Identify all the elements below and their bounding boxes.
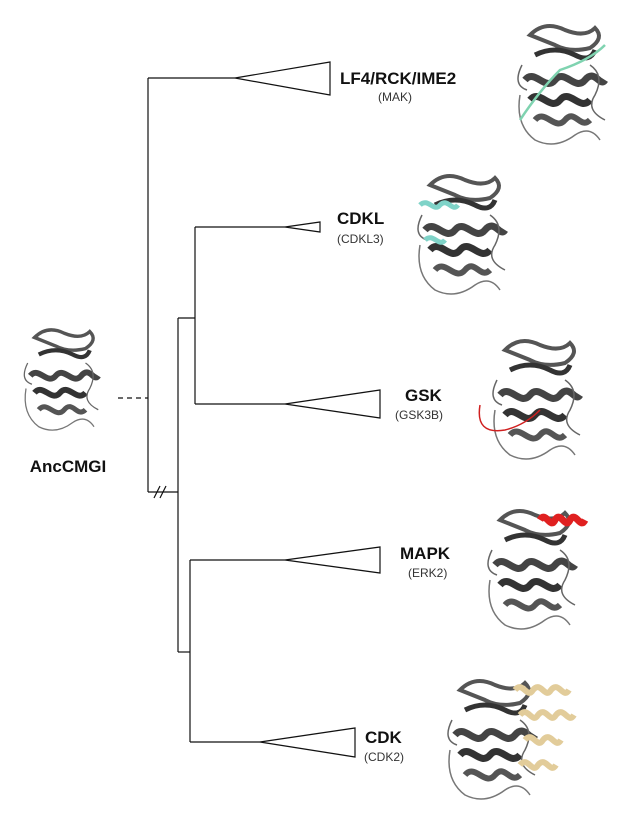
clade-label: GSK — [405, 386, 443, 405]
clade-triangle — [234, 61, 331, 96]
clade-triangle — [284, 221, 321, 233]
clade-label: CDK — [365, 728, 403, 747]
clade-label: CDKL — [337, 209, 384, 228]
labels: AncCMGI LF4/RCK/IME2 (MAK) CDKL (CDKL3) … — [30, 69, 456, 764]
clade-sublabel: (CDKL3) — [337, 232, 384, 246]
clade-sublabel: (ERK2) — [408, 566, 447, 580]
clade-label: LF4/RCK/IME2 — [340, 69, 456, 88]
clade-label: MAPK — [400, 544, 451, 563]
clade-sublabel: (MAK) — [378, 90, 412, 104]
protein-structure — [24, 330, 98, 430]
clade-triangle — [284, 389, 381, 419]
protein-structure — [448, 681, 535, 799]
protein-structure — [518, 26, 605, 144]
clade-triangle — [284, 546, 381, 574]
clade-triangle — [259, 727, 356, 758]
highlight — [418, 200, 460, 245]
protein-structure — [488, 511, 575, 629]
tree — [118, 61, 381, 758]
protein-structure — [418, 176, 505, 294]
break-mark — [153, 485, 167, 499]
clade-sublabel: (GSK3B) — [395, 408, 443, 422]
highlight — [537, 513, 589, 527]
protein-structure — [493, 341, 580, 459]
clade-sublabel: (CDK2) — [364, 750, 404, 764]
cyclin — [512, 684, 577, 771]
structures — [24, 26, 605, 799]
highlight — [518, 44, 606, 121]
highlight — [478, 404, 541, 432]
root-label: AncCMGI — [30, 457, 107, 476]
